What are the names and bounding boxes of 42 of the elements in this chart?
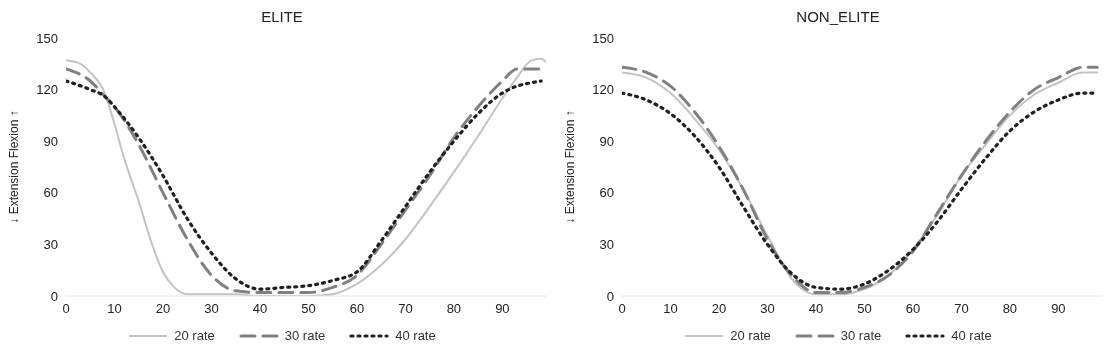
y-tick-label: 90 <box>599 133 614 149</box>
x-tick-label: 30 <box>204 301 219 317</box>
chart-title: ELITE <box>260 8 304 27</box>
x-tick-label: 30 <box>760 301 775 317</box>
y-tick-label: 60 <box>43 185 58 201</box>
y-tick-label: 150 <box>36 30 58 46</box>
y-axis-title: ↓ Extension Flexion ↑ <box>563 110 578 224</box>
legend-label: 30 rate <box>840 328 882 343</box>
y-tick-label: 120 <box>36 82 58 98</box>
x-tick-label: 70 <box>954 301 969 317</box>
y-tick-label: 150 <box>592 30 614 46</box>
y-axis-title: ↓ Extension Flexion ↑ <box>7 110 22 224</box>
x-tick-label: 90 <box>1051 301 1066 317</box>
x-tick-label: 60 <box>349 301 365 317</box>
legend-label: 20 rate <box>730 328 771 343</box>
x-tick-label: 0 <box>618 301 626 317</box>
y-tick-label: 30 <box>43 237 58 253</box>
legend-label: 30 rate <box>284 328 326 343</box>
x-tick-label: 90 <box>495 301 510 317</box>
x-tick-label: 20 <box>711 301 727 317</box>
legend-label: 20 rate <box>174 328 215 343</box>
x-tick-label: 10 <box>107 301 122 317</box>
x-tick-label: 40 <box>252 301 268 317</box>
x-tick-label: 0 <box>62 301 70 317</box>
x-tick-label: 10 <box>663 301 678 317</box>
x-tick-label: 20 <box>155 301 171 317</box>
x-tick-label: 80 <box>1002 301 1018 317</box>
y-tick-label: 120 <box>592 82 614 98</box>
legend-label: 40 rate <box>395 328 436 343</box>
y-tick-label: 90 <box>43 133 58 149</box>
y-tick-label: 30 <box>599 237 614 253</box>
x-tick-label: 50 <box>857 301 872 317</box>
legend-label: 40 rate <box>951 328 992 343</box>
y-tick-label: 60 <box>599 185 614 201</box>
x-tick-label: 60 <box>905 301 921 317</box>
x-tick-label: 70 <box>398 301 413 317</box>
chart-title: NON_ELITE <box>795 8 881 27</box>
y-tick-label: 0 <box>606 288 614 304</box>
x-tick-label: 80 <box>446 301 462 317</box>
x-tick-label: 50 <box>301 301 316 317</box>
x-tick-label: 40 <box>808 301 824 317</box>
y-tick-label: 0 <box>50 288 58 304</box>
